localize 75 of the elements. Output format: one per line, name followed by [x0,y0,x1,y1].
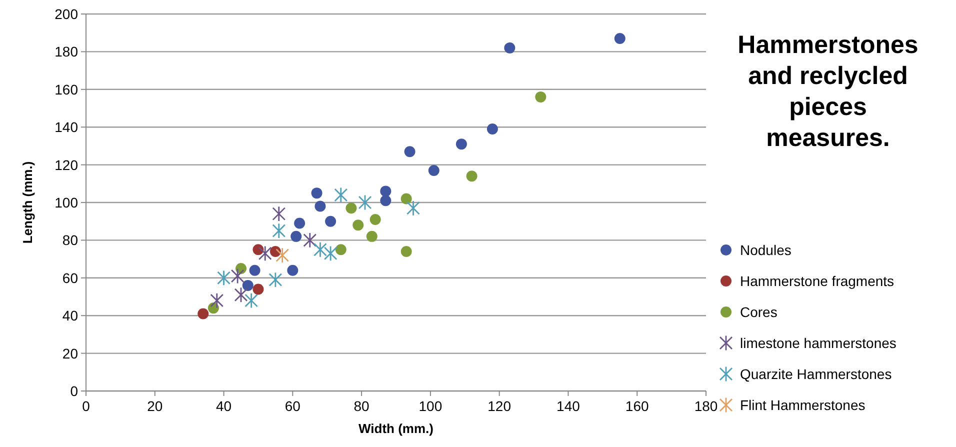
point [358,194,372,210]
y-tick-label: 80 [62,232,78,248]
y-axis-title: Length (mm.) [20,161,35,244]
y-tick-label: 40 [62,308,78,324]
point [535,91,546,102]
x-tick-label: 140 [556,398,580,414]
point [504,42,516,54]
point [198,308,209,320]
legend-label: Quarzite Hammerstones [740,366,892,382]
point [400,246,412,258]
point [290,230,302,242]
x-tick-label: 80 [354,398,370,414]
legend-label: limestone hammerstones [740,335,896,351]
point [314,242,327,258]
point [614,33,626,44]
point [486,123,498,134]
point [314,200,326,212]
point [294,218,306,229]
y-tick-label: 120 [54,156,78,173]
legend-label: Cores [740,304,778,320]
x-tick-label: 60 [284,398,301,414]
x-axis-title: Width (mm.) [358,421,434,436]
point [352,220,364,231]
legend-label: Flint Hammerstones [740,397,866,413]
y-tick-label: 160 [54,81,78,98]
point [276,247,290,264]
x-tick-label: 0 [82,398,90,414]
point [272,206,286,222]
point [252,244,264,256]
x-tick-label: 40 [216,398,232,414]
point [242,280,254,291]
point [334,187,348,203]
point [428,164,440,176]
point [346,202,357,214]
point [335,244,346,256]
point [466,170,478,182]
y-tick-label: 140 [54,119,78,136]
legend-label: Hammerstone fragments [740,273,894,289]
point [404,146,416,158]
point [230,268,244,284]
point [370,214,381,225]
point [456,138,467,150]
point [270,246,281,258]
point [249,264,260,276]
y-tick-label: 0 [70,383,78,399]
y-tick-label: 200 [54,6,78,22]
point [303,232,317,248]
point [380,195,392,206]
point [311,188,322,199]
point [210,292,224,308]
point [244,292,258,308]
point [258,245,272,262]
point [234,286,248,303]
point [324,245,338,262]
y-tick-label: 100 [54,194,78,210]
text: Hammerstones and reclycled pieces measures. [738,31,918,152]
y-tick-label: 60 [62,270,78,286]
y-tick-label: 20 [62,345,78,362]
point [366,230,378,242]
point [272,222,286,239]
x-tick-label: 20 [147,398,163,414]
x-tick-label: 100 [418,398,442,414]
point [217,270,230,286]
point [380,186,392,197]
point [268,272,282,288]
x-tick-label: 160 [625,398,650,414]
point [400,193,412,204]
point [325,216,336,227]
point [287,264,298,276]
x-tick-label: 180 [694,398,718,414]
x-tick-label: 120 [488,398,512,414]
point [406,200,420,216]
y-tick-label: 180 [54,44,78,60]
point [252,284,264,295]
legend-label: Nodules [740,242,792,258]
